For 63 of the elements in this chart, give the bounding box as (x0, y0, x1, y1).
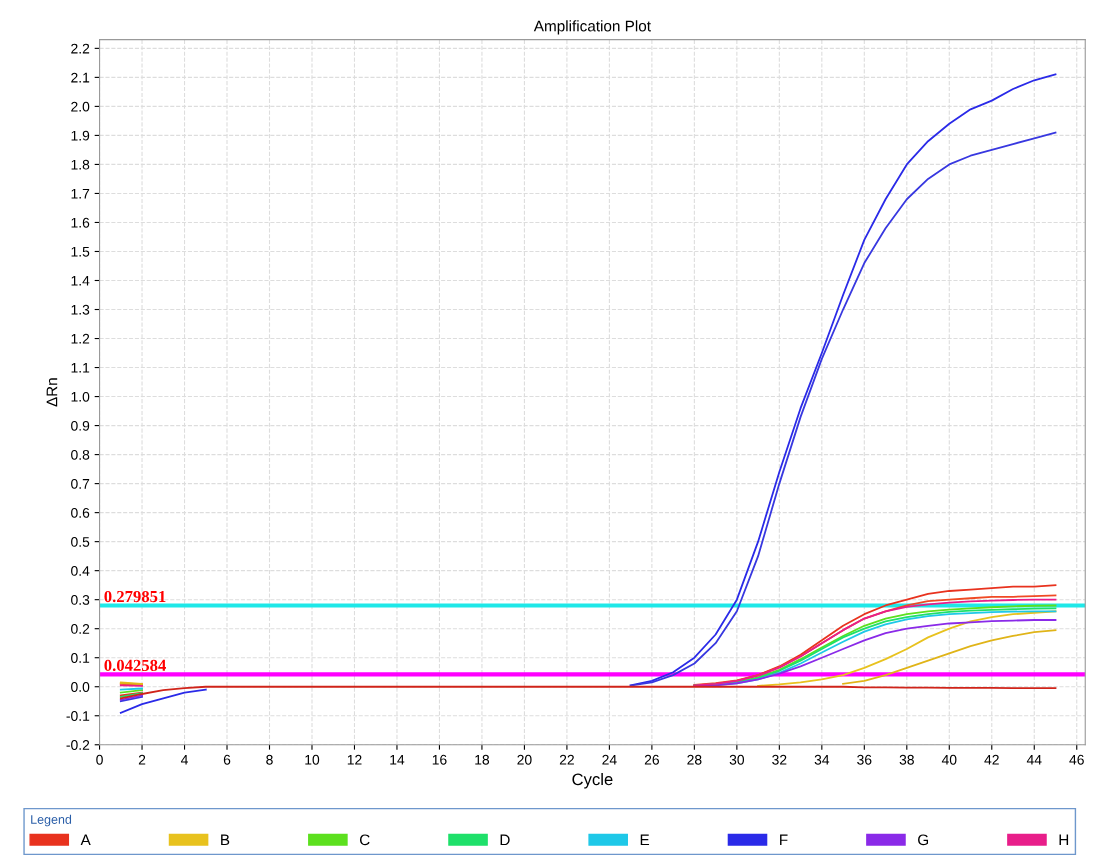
x-tick-label: 22 (559, 754, 574, 765)
x-tick-label: 4 (180, 755, 188, 765)
x-tick-label: 18 (475, 754, 490, 765)
x-tick-label: 30 (729, 754, 745, 765)
x-tick-label: 2 (138, 754, 146, 765)
x-tick-label: 16 (432, 754, 447, 765)
y-tick-label: 0.1 (71, 653, 90, 663)
x-tick-label: 26 (644, 754, 659, 765)
y-tick-label: 1.8 (71, 159, 90, 170)
y-tick-label: 0.5 (71, 536, 90, 547)
y-tick-label: -0.2 (66, 740, 90, 750)
x-tick-label: 38 (899, 754, 914, 765)
legend-label: F (780, 834, 788, 846)
y-tick-label: 1.1 (71, 363, 90, 373)
y-axis-title: ΔRn (46, 378, 58, 407)
legend-title: Legend (31, 814, 72, 827)
x-tick-label: 14 (390, 755, 405, 765)
y-tick-label: 1.0 (71, 391, 90, 402)
x-tick-label: 28 (687, 754, 702, 765)
legend-label: C (359, 834, 370, 846)
ref-line-label: 0.279851 (104, 590, 166, 603)
y-tick-label: 0.2 (71, 624, 90, 634)
y-tick-label: 0.6 (71, 507, 90, 518)
y-tick-label: 1.9 (71, 130, 90, 141)
x-tick-label: 36 (857, 754, 872, 765)
y-tick-label: 1.3 (71, 304, 90, 315)
x-axis-title: Cycle (572, 772, 613, 789)
x-tick-label: 34 (814, 754, 830, 765)
legend-label: E (640, 834, 650, 846)
x-tick-label: 32 (772, 754, 787, 765)
y-tick-label: 1.2 (71, 333, 90, 344)
y-tick-label: 2.2 (71, 43, 90, 54)
legend-label: H (1059, 834, 1069, 846)
y-tick-label: 0.0 (71, 682, 90, 692)
y-tick-label: 2.0 (71, 101, 90, 112)
chart-title: Amplification Plot (533, 20, 651, 35)
y-tick-label: 0.9 (71, 420, 90, 431)
y-tick-label: 2.1 (71, 72, 90, 83)
y-tick-label: -0.1 (66, 711, 90, 721)
x-tick-label: 12 (347, 754, 362, 765)
y-tick-label: 0.3 (71, 595, 90, 605)
y-tick-label: 0.4 (71, 566, 90, 576)
x-tick-label: 10 (305, 754, 320, 765)
y-tick-label: 0.8 (71, 449, 90, 460)
legend-label: A (80, 834, 91, 846)
legend-label: B (221, 834, 230, 846)
y-tick-label: 0.7 (71, 478, 90, 489)
ref-line-label: 0.042584 (104, 659, 166, 672)
legend-label: G (918, 834, 929, 846)
x-tick-label: 40 (941, 754, 957, 765)
y-tick-label: 1.7 (71, 188, 90, 199)
x-tick-label: 46 (1069, 754, 1084, 765)
x-tick-label: 0 (96, 754, 103, 765)
x-tick-label: 42 (984, 754, 999, 765)
legend-label: D (500, 834, 510, 846)
x-tick-label: 20 (517, 754, 532, 765)
y-tick-label: 1.6 (71, 217, 90, 228)
x-tick-label: 8 (266, 754, 273, 765)
x-tick-label: 44 (1026, 755, 1042, 765)
x-tick-label: 24 (602, 754, 617, 765)
x-tick-label: 6 (223, 754, 231, 765)
y-tick-label: 1.5 (71, 246, 90, 257)
y-tick-label: 1.4 (71, 275, 90, 286)
